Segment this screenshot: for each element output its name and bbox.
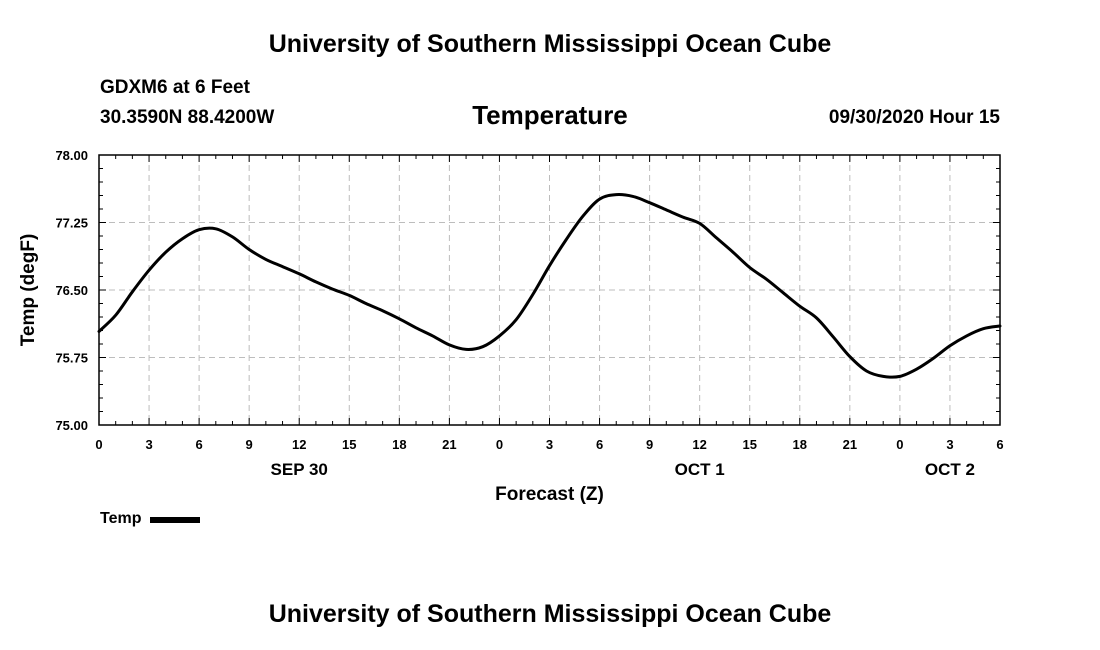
y-axis-label: Temp (degF) — [18, 234, 39, 347]
y-tick-label: 78.00 — [55, 148, 88, 163]
x-tick-label: 0 — [95, 437, 102, 452]
legend-swatch-temp — [150, 517, 201, 523]
x-tick-label: 12 — [692, 437, 706, 452]
y-tick-label: 76.50 — [55, 283, 88, 298]
x-tick-label: 9 — [246, 437, 253, 452]
x-tick-label: 6 — [996, 437, 1003, 452]
x-tick-label: 12 — [292, 437, 306, 452]
x-tick-label: 15 — [342, 437, 356, 452]
x-tick-label: 18 — [793, 437, 807, 452]
x-tick-label: 9 — [646, 437, 653, 452]
page-title: University of Southern Mississippi Ocean… — [268, 30, 832, 58]
x-axis-label: Forecast (Z) — [495, 484, 604, 505]
x-tick-label: 3 — [946, 437, 953, 452]
x-tick-label: 18 — [392, 437, 406, 452]
axis-tick-labels: 0 3 6 9 12 15 18 21 0 3 6 9 12 15 18 21 0 3 6 75.00 75.75 76.… — [55, 148, 1003, 479]
date-label: SEP 30 — [271, 460, 328, 479]
station-name: GDXM6 at 6 Feet — [100, 77, 250, 98]
y-tick-label: 75.75 — [55, 351, 88, 366]
forecast-datetime: 09/30/2020 Hour 15 — [828, 107, 1000, 128]
station-coordinates: 30.3590N 88.4200W — [100, 107, 275, 128]
y-tick-label: 77.25 — [55, 216, 88, 231]
x-tick-label: 21 — [442, 437, 456, 452]
chart-title: Temperature — [472, 100, 628, 130]
x-tick-label: 0 — [896, 437, 903, 452]
x-tick-label: 3 — [145, 437, 152, 452]
x-tick-label: 0 — [496, 437, 503, 452]
date-label: OCT 2 — [925, 460, 975, 479]
x-tick-label: 6 — [596, 437, 603, 452]
series-line-temp — [97, 192, 1002, 379]
x-tick-label: 3 — [546, 437, 553, 452]
y-tick-label: 75.00 — [55, 418, 88, 433]
grid — [99, 155, 1000, 425]
axis-ticks — [98, 154, 1001, 426]
legend: Temp — [100, 510, 201, 528]
legend-label-temp: Temp — [100, 510, 142, 527]
footer-title: University of Southern Mississippi Ocean… — [268, 600, 832, 628]
x-tick-label: 6 — [195, 437, 202, 452]
x-tick-label: 21 — [843, 437, 857, 452]
x-tick-label: 15 — [742, 437, 756, 452]
date-label: OCT 1 — [675, 460, 725, 479]
